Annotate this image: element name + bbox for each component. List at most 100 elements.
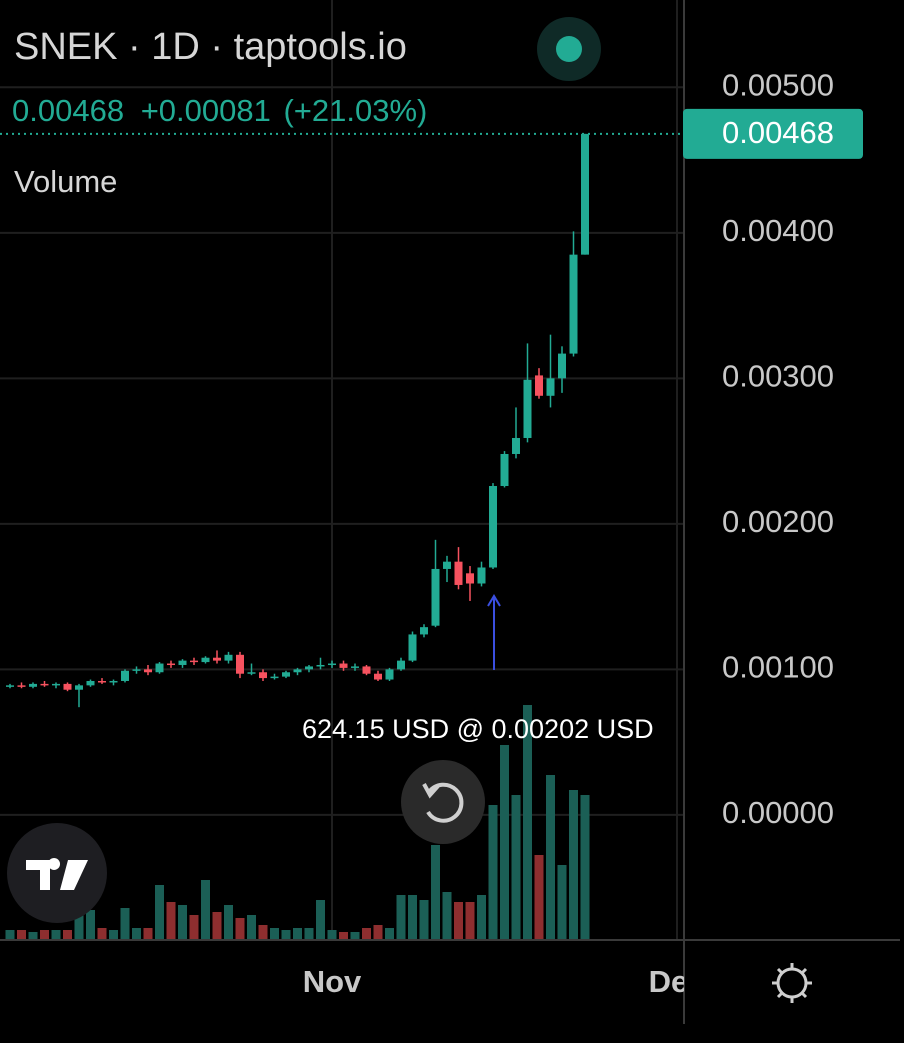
reset-button[interactable]	[401, 760, 485, 844]
volume-bar	[166, 902, 176, 940]
volume-bar	[569, 790, 578, 940]
candle-body	[201, 657, 210, 663]
volume-bar	[477, 895, 486, 940]
candle-body	[17, 685, 26, 687]
x-tick-label: Dec	[649, 964, 706, 999]
price-label: 0.00468	[722, 115, 834, 150]
volume-bar	[270, 928, 279, 940]
candle-body	[75, 685, 83, 690]
candle-body	[190, 660, 198, 663]
volume-bar	[143, 928, 153, 940]
reset-icon-arrow	[422, 783, 440, 799]
volume-bar	[511, 795, 521, 940]
volume-bar	[396, 895, 406, 940]
candle-body	[466, 573, 474, 584]
candle-body	[86, 680, 95, 686]
candle-body	[98, 680, 106, 683]
candle-body	[121, 670, 129, 681]
candle-body	[339, 663, 348, 668]
candle-body	[385, 669, 394, 680]
y-tick-label: 0.00000	[722, 795, 834, 830]
volume-bar	[408, 895, 417, 940]
y-tick-label: 0.00300	[722, 359, 834, 394]
candle-body	[489, 486, 497, 568]
volume-bar	[580, 795, 590, 940]
candle-body	[144, 669, 152, 673]
candle-body	[581, 133, 589, 255]
candle-body	[431, 568, 440, 626]
candle-body	[420, 627, 428, 635]
candle-body	[224, 654, 233, 661]
candle-body	[63, 683, 72, 690]
axes: 0.00000 0.00100 0.00200 0.00300 0.00400 0.005…	[303, 67, 863, 999]
volume-bar	[189, 915, 199, 940]
candle-body	[443, 561, 451, 569]
y-tick-label: 0.00500	[722, 67, 834, 102]
y-tick-label: 0.00100	[722, 650, 834, 685]
volume-bar	[155, 885, 164, 940]
candle-body	[500, 453, 509, 487]
volume-label: Volume	[14, 164, 117, 199]
volume-bar	[339, 932, 348, 940]
candle-body	[40, 683, 49, 686]
candle-body	[535, 375, 543, 396]
candle-body	[29, 683, 37, 687]
volume-bar	[51, 930, 61, 940]
candle-body	[236, 654, 244, 674]
logo	[26, 858, 88, 890]
candle-body	[316, 664, 325, 667]
volume-bar	[258, 925, 268, 940]
volume-bar	[419, 900, 429, 940]
y-tick-label: 0.00400	[722, 213, 834, 248]
candle-body	[259, 672, 267, 679]
volume-bar	[488, 805, 498, 940]
chart-title: SNEK · 1D · taptools.io	[14, 26, 407, 68]
reset-icon	[426, 782, 464, 823]
volume-bar	[373, 925, 383, 940]
volume-bar	[454, 902, 463, 940]
volume-bar	[109, 930, 118, 940]
logo-button[interactable]	[7, 823, 107, 923]
volume-bar	[431, 845, 440, 940]
candles	[0, 132, 684, 708]
grid	[0, 0, 684, 940]
price-label-box	[683, 108, 863, 159]
volume-bar	[523, 705, 532, 940]
volume-bar	[557, 865, 567, 940]
candle-body	[52, 683, 60, 686]
candle-body	[374, 673, 382, 680]
candle-body	[6, 685, 14, 687]
volume-bar	[385, 928, 394, 940]
volume-bar	[63, 930, 72, 940]
candle-body	[512, 437, 520, 454]
volume-bar	[212, 912, 222, 940]
candle-body	[109, 680, 118, 683]
volume-bar	[132, 928, 141, 940]
candle-body	[454, 561, 463, 585]
volume-bar	[316, 900, 325, 940]
volume-bar	[235, 918, 245, 940]
volume-bar	[327, 930, 337, 940]
candle-body	[247, 672, 256, 674]
arrow-head	[487, 594, 501, 607]
candle-body	[351, 666, 359, 668]
volume-bar	[442, 892, 452, 940]
candle-body	[397, 660, 405, 670]
candle-body	[270, 676, 279, 679]
candle-body	[408, 634, 417, 661]
volume-bar	[247, 915, 256, 940]
candle-body	[132, 669, 141, 671]
volume-bar	[120, 908, 130, 940]
volume-bar	[293, 928, 302, 940]
candle-body	[546, 378, 555, 396]
price-legend: 0.00468 +0.00081 (+21.03%)	[12, 93, 427, 128]
gear-teeth	[772, 963, 812, 1003]
volume-bar	[86, 910, 95, 940]
y-tick-label: 0.00200	[722, 504, 834, 539]
settings-icon[interactable]	[772, 963, 812, 1003]
crosshair-label: 624.15 USD @ 0.00202 USD	[302, 714, 654, 744]
volume-bar	[500, 745, 509, 940]
volume-bar	[362, 928, 371, 940]
candle-body	[213, 657, 221, 661]
